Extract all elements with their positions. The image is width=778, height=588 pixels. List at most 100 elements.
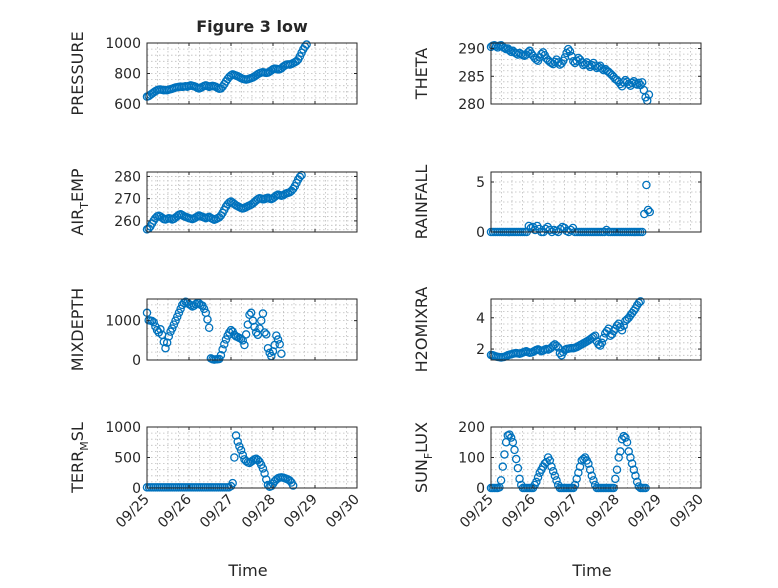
data-point [500, 43, 509, 53]
subplot-sun-flux: 0 100 200 09/25 09/26 09/27 09/28 09/29 09/30 SUN… [412, 420, 707, 580]
y-tick-label: 0 [132, 353, 141, 369]
axes-frame [146, 298, 358, 361]
data-point [260, 328, 269, 337]
data-point [524, 221, 534, 231]
x-tick-label: 09/27 [197, 492, 237, 532]
y-axis-label: H2OMIXRA [412, 287, 431, 373]
data-point [172, 312, 182, 321]
y-tick-label: 1000 [105, 420, 141, 436]
y-tick-label: 0 [476, 225, 485, 241]
data-point [164, 332, 174, 341]
data-point [626, 453, 635, 462]
data-point [548, 341, 558, 350]
data-point [236, 445, 246, 455]
subplot-rainfall: 0 5 RAINFALL [412, 165, 702, 241]
data-point [246, 308, 256, 318]
y-tick-label: 500 [114, 451, 141, 467]
data-point [642, 180, 651, 190]
data-point [277, 349, 286, 358]
data-point [220, 340, 229, 349]
data-point [496, 476, 506, 485]
data-point [636, 297, 645, 306]
data-point [572, 474, 581, 484]
data-point [631, 471, 640, 481]
data-point [599, 65, 608, 75]
data-point [550, 471, 560, 481]
data-point [149, 317, 158, 327]
subplot-pressure: 600 800 1000 PRESSURE [68, 31, 358, 116]
y-tick-label: 1000 [105, 36, 141, 52]
data-point [169, 320, 179, 329]
data-point [616, 447, 625, 456]
y-axis-label: RAINFALL [412, 165, 431, 240]
data-point [258, 464, 268, 473]
data-point [241, 330, 251, 339]
data-point [515, 474, 524, 484]
data-point [240, 340, 249, 350]
data-point [574, 468, 583, 477]
data-point [295, 172, 305, 182]
axes-frame [490, 298, 702, 361]
figure-title: Figure 3 low [196, 17, 308, 36]
y-axis-label: MIXDEPTH [68, 288, 87, 371]
data-point [611, 474, 620, 484]
y-tick-label: 0 [132, 481, 141, 497]
data-point [622, 437, 632, 447]
y-tick-label: 0 [476, 481, 485, 497]
y-tick-label: 600 [114, 97, 141, 113]
x-tick-label: 09/27 [541, 492, 581, 532]
y-tick-label: 2 [476, 342, 485, 358]
data-point [288, 481, 298, 490]
data-point [236, 334, 246, 343]
x-tick-label: 09/28 [583, 492, 623, 532]
data-point [621, 433, 630, 442]
x-tick-label: 09/29 [625, 492, 665, 532]
data-point [552, 341, 561, 351]
y-axis-label: TERRMSL [68, 422, 91, 494]
data-point [627, 459, 637, 468]
x-axis-label: Time [571, 561, 611, 580]
data-point [564, 44, 573, 54]
data-point [643, 205, 653, 215]
data-point [171, 316, 180, 325]
x-tick-label: 09/29 [281, 492, 321, 532]
data-point [612, 465, 622, 474]
data-point [258, 309, 268, 318]
subplot-theta: 280 285 290 THETA [412, 40, 702, 113]
data-point [221, 335, 231, 344]
y-tick-label: 285 [458, 69, 485, 85]
data-point [597, 64, 607, 73]
data-point [218, 345, 227, 354]
y-axis-label: THETA [412, 48, 431, 100]
y-tick-label: 280 [114, 169, 141, 185]
data-point [533, 473, 543, 482]
data-point [584, 459, 593, 468]
data-point [500, 450, 509, 459]
y-tick-label: 290 [458, 42, 485, 58]
axes-frame [146, 171, 358, 233]
data-point [505, 45, 514, 55]
data-point [511, 454, 521, 464]
data-point [273, 335, 283, 344]
axes-frame [490, 171, 702, 233]
data-point [272, 331, 281, 340]
x-tick-label: 09/26 [499, 491, 539, 531]
data-point [617, 326, 627, 335]
data-point [614, 453, 623, 462]
data-point [513, 463, 523, 473]
data-point [545, 456, 555, 465]
subplot-mixdepth: 0 1000 MIXDEPTH [68, 288, 358, 371]
data-point [250, 322, 259, 332]
data-point [645, 207, 655, 217]
data-point [585, 465, 595, 474]
data-point [167, 324, 177, 333]
data-point [230, 453, 239, 462]
x-tick-label: 09/26 [155, 491, 195, 531]
data-point [629, 465, 639, 474]
y-tick-label: 270 [114, 192, 141, 208]
data-point [228, 478, 237, 488]
data-point [624, 447, 634, 456]
subplot-air-temp: 260 270 280 AIRTEMP [68, 168, 358, 236]
